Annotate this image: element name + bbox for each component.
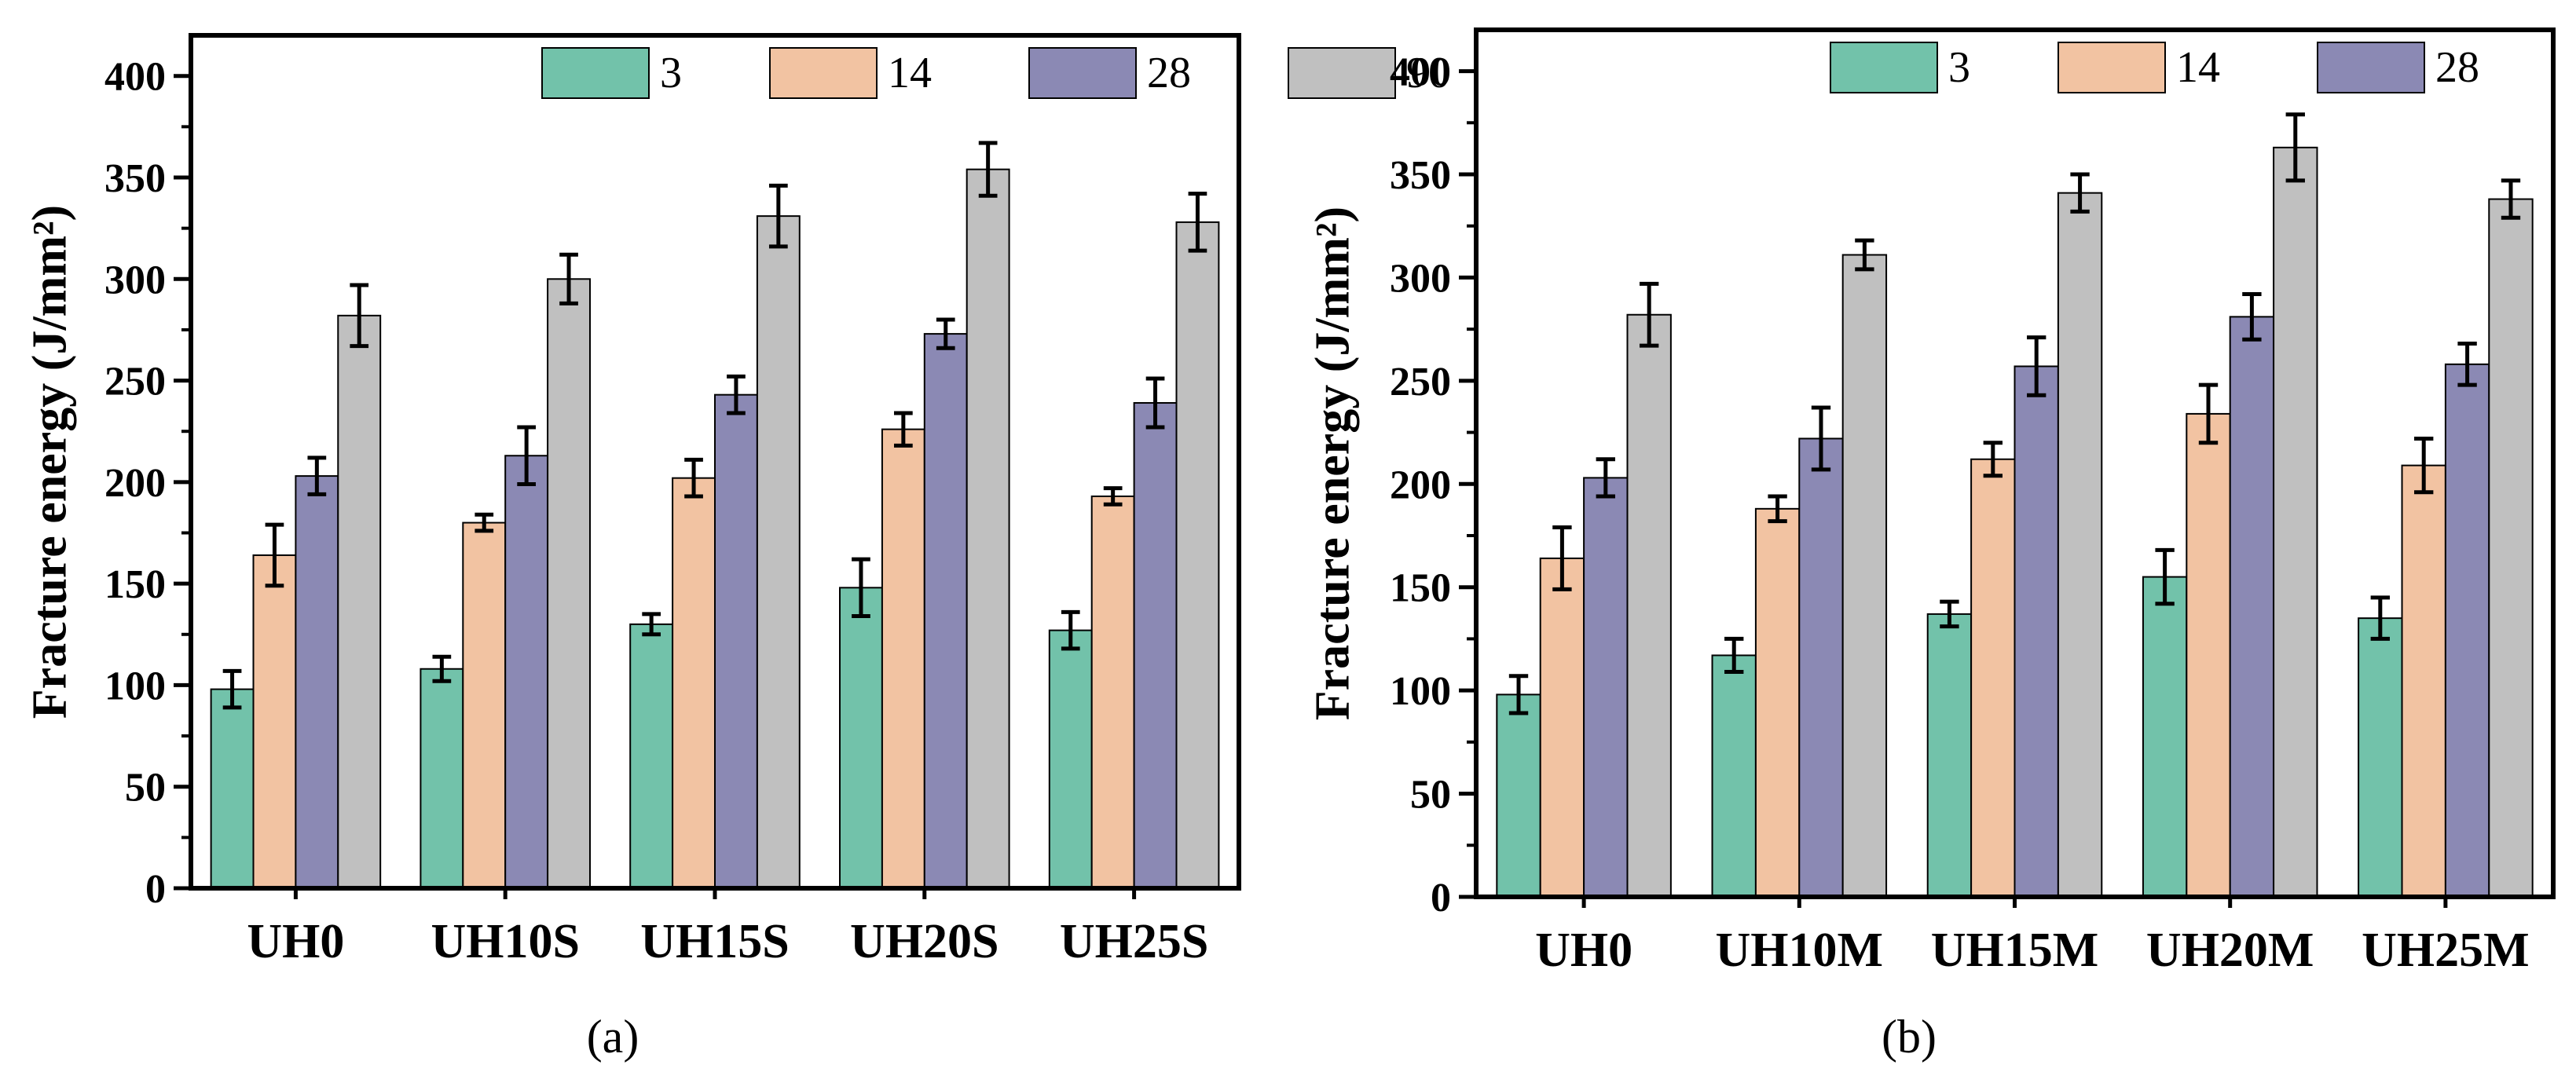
bar — [2142, 576, 2188, 898]
y-tick-label: 200 — [1390, 463, 1451, 507]
bar — [2444, 363, 2490, 898]
legend-swatch — [2058, 42, 2166, 93]
bar — [2186, 412, 2231, 898]
legend-swatch — [1830, 42, 1938, 93]
bar — [1048, 629, 1093, 889]
bar — [2358, 617, 2403, 898]
bar — [252, 554, 297, 889]
bar — [2273, 146, 2318, 898]
x-tick-label: UH0 — [1535, 924, 1632, 977]
bar — [2401, 464, 2446, 898]
bar — [1926, 613, 1973, 898]
y-tick-label: 250 — [104, 360, 166, 404]
y-tick-label: 400 — [104, 55, 166, 100]
x-tick-label: UH15M — [1931, 924, 2099, 977]
legend-label: 14 — [2176, 43, 2220, 92]
bar — [1711, 654, 1757, 898]
bar — [1798, 437, 1844, 898]
bar — [756, 215, 801, 889]
bar — [295, 475, 339, 889]
plot-frame — [1474, 27, 2556, 899]
bar — [210, 688, 255, 889]
plot-frame — [189, 33, 1241, 891]
bar — [1626, 313, 1672, 898]
y-tick-label: 200 — [104, 461, 166, 506]
bar — [337, 314, 382, 890]
legend-swatch — [769, 47, 878, 99]
bar — [629, 623, 674, 889]
x-tick-label: UH10M — [1716, 924, 1884, 977]
bar — [2229, 316, 2275, 898]
bar — [1754, 507, 1801, 898]
chart-panel-b: UH0 UH10M UH15M UH20M UH25M 0 50 100 150 200 250 30… — [1306, 27, 2556, 1063]
y-tick-label: 350 — [1390, 153, 1451, 198]
y-tick-label: 100 — [1390, 669, 1451, 714]
y-tick-label: 50 — [125, 766, 166, 810]
legend-label: 28 — [1147, 49, 1191, 97]
bar — [2057, 192, 2103, 898]
legend-label: 3 — [660, 49, 682, 97]
legend-swatch — [1288, 47, 1396, 99]
bar — [1133, 402, 1178, 889]
bar — [1583, 477, 1629, 898]
y-tick-label: 300 — [1390, 256, 1451, 301]
bar — [420, 668, 464, 889]
bar — [672, 477, 716, 889]
x-tick-label: UH15S — [640, 915, 789, 968]
bar — [1841, 254, 1888, 898]
bar — [923, 333, 968, 890]
y-axis-title: Fracture energy (J/mm²) — [1306, 207, 1360, 720]
x-tick-label: UH25M — [2362, 924, 2530, 977]
legend-label: 28 — [2435, 43, 2479, 92]
y-tick-label: 100 — [104, 664, 166, 708]
y-tick-label: 300 — [104, 258, 166, 302]
bar — [462, 521, 507, 889]
legend-swatch — [1028, 47, 1137, 99]
bar — [1496, 693, 1541, 898]
bar — [504, 455, 549, 889]
y-tick-label: 0 — [1431, 876, 1451, 920]
legend-swatch — [2317, 42, 2425, 93]
bar — [839, 587, 883, 889]
x-tick-label: UH25S — [1060, 915, 1208, 968]
bar — [881, 428, 925, 889]
panel-label: (b) — [1882, 1011, 1937, 1063]
legend-swatch — [541, 47, 650, 99]
x-tick-label: UH10S — [431, 915, 579, 968]
legend: 3 14 28 90 — [541, 47, 1450, 99]
bar — [966, 168, 1010, 889]
y-tick-label: 150 — [104, 562, 166, 607]
y-tick-label: 50 — [1410, 773, 1451, 818]
panel-label: (a) — [587, 1011, 639, 1063]
bar — [547, 278, 591, 889]
chart-panel-a: UH0 UH10S UH15S UH20S UH25S05010015020025030… — [24, 33, 1450, 1063]
x-tick-label: UH20S — [850, 915, 999, 968]
bar — [1970, 458, 2016, 898]
y-tick-label: 150 — [1390, 566, 1451, 611]
y-tick-label: 350 — [104, 156, 166, 201]
bar — [1090, 495, 1135, 889]
bar — [2014, 365, 2059, 898]
legend-label: 90 — [1406, 49, 1450, 97]
y-tick-label: 400 — [1390, 50, 1451, 95]
bar — [1539, 557, 1585, 898]
y-axis-title: Fracture energy (J/mm²) — [24, 205, 77, 719]
bar — [2488, 198, 2534, 898]
x-tick-label: UH20M — [2146, 924, 2314, 977]
y-tick-label: 250 — [1390, 360, 1451, 404]
legend-label: 3 — [1948, 43, 1970, 92]
y-tick-label: 0 — [145, 867, 166, 912]
bar — [1175, 221, 1220, 889]
legend-label: 14 — [888, 49, 932, 97]
bar — [714, 393, 758, 889]
x-tick-label: UH0 — [247, 915, 344, 968]
